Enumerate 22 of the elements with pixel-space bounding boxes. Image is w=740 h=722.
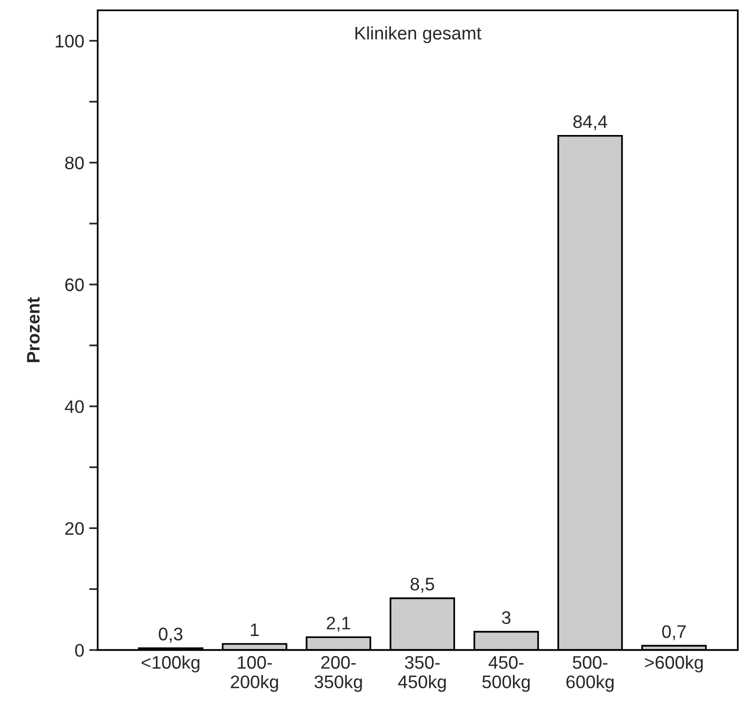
y-tick-label: 80	[65, 156, 84, 170]
data-label: 1	[250, 624, 259, 636]
x-tick-label: 500- 600kg	[566, 656, 614, 692]
data-label: 84,4	[573, 115, 608, 130]
y-axis-title: Prozent	[27, 297, 40, 362]
x-tick-label: 450- 500kg	[482, 656, 530, 692]
data-label: 3	[502, 611, 510, 624]
x-tick-label: >600kg	[645, 656, 703, 672]
data-label: 8,5	[410, 578, 434, 593]
y-tick-label: 0	[75, 644, 84, 657]
text: Kliniken gesamt	[355, 26, 482, 44]
x-tick-label: 200- 350kg	[314, 656, 362, 692]
y-tick-label: 40	[64, 400, 84, 414]
y-tick-label: 20	[65, 522, 84, 535]
x-tick-label: 100- 200kg	[230, 656, 278, 692]
data-label: 2,1	[326, 616, 350, 632]
data-label: 0,3	[158, 628, 182, 643]
x-tick-label: 350- 450kg	[398, 656, 446, 692]
y-tick-label: 60	[65, 278, 84, 292]
data-label: 0,7	[662, 625, 686, 640]
x-tick-label: <100kg	[142, 656, 200, 672]
y-tick-label: 100	[56, 34, 84, 48]
